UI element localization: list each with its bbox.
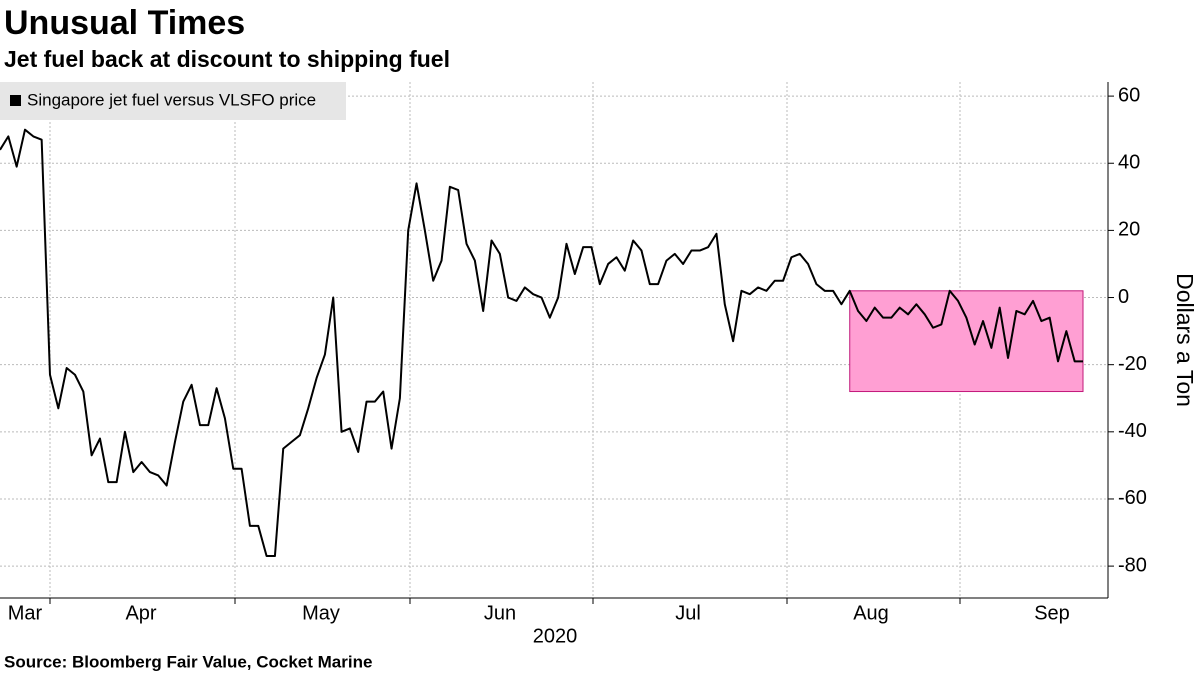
chart-title: Unusual Times [4, 4, 245, 42]
x-tick-label: Aug [853, 602, 889, 624]
y-tick-label: -40 [1118, 420, 1147, 442]
y-tick-label: -20 [1118, 353, 1147, 375]
legend-swatch [10, 95, 21, 106]
y-tick-label: -80 [1118, 554, 1147, 576]
y-tick-label: 0 [1118, 286, 1129, 308]
y-tick-label: 40 [1118, 152, 1140, 174]
x-tick-label: Jul [675, 602, 701, 624]
x-tick-label: Apr [125, 602, 156, 624]
x-axis-label: 2020 [533, 625, 578, 647]
legend-box [0, 82, 346, 120]
legend-label: Singapore jet fuel versus VLSFO price [27, 90, 316, 109]
chart-subtitle: Jet fuel back at discount to shipping fu… [4, 46, 450, 72]
highlight-box [849, 290, 1084, 393]
y-tick-label: 60 [1118, 84, 1140, 106]
y-axis-label: Dollars a Ton [1172, 273, 1198, 407]
data-line [0, 128, 1083, 558]
x-tick-label: May [302, 602, 340, 624]
y-tick-label: 20 [1118, 219, 1140, 241]
x-tick-label: Sep [1034, 602, 1070, 624]
x-tick-label: Mar [8, 602, 43, 624]
x-tick-label: Jun [484, 602, 516, 624]
y-tick-label: -60 [1118, 487, 1147, 509]
source: Source: Bloomberg Fair Value, Cocket Mar… [4, 652, 372, 671]
